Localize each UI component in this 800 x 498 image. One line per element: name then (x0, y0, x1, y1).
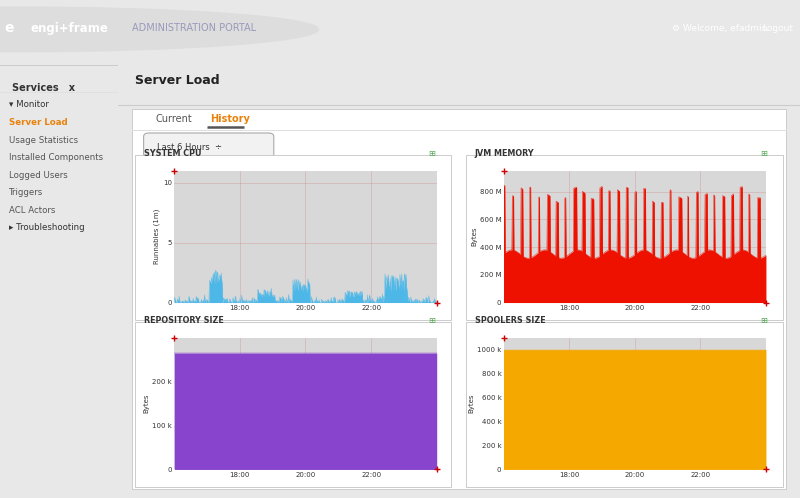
FancyBboxPatch shape (135, 322, 451, 487)
Text: Usage Statistics: Usage Statistics (10, 135, 78, 144)
Text: Server Load: Server Load (10, 118, 68, 127)
Text: Current: Current (156, 114, 193, 124)
Text: Server Load: Server Load (135, 74, 220, 87)
Text: ADMINISTRATION PORTAL: ADMINISTRATION PORTAL (132, 23, 256, 33)
Text: History: History (210, 114, 250, 124)
FancyBboxPatch shape (135, 155, 451, 320)
Text: Last 6 Hours  ÷: Last 6 Hours ÷ (158, 142, 222, 151)
Y-axis label: Bytes: Bytes (143, 394, 150, 413)
FancyBboxPatch shape (466, 322, 783, 487)
Text: SYSTEM CPU: SYSTEM CPU (144, 149, 202, 158)
FancyBboxPatch shape (144, 133, 274, 161)
Text: ⊞: ⊞ (761, 316, 767, 325)
Text: REPOSITORY SIZE: REPOSITORY SIZE (144, 316, 224, 325)
Text: Installed Components: Installed Components (10, 153, 103, 162)
Circle shape (0, 7, 318, 52)
Text: JVM MEMORY: JVM MEMORY (475, 149, 534, 158)
Text: Services   x: Services x (12, 83, 75, 93)
Text: ACL Actors: ACL Actors (10, 206, 56, 215)
Text: ⊞: ⊞ (429, 149, 435, 158)
Text: Logout: Logout (762, 24, 793, 33)
Text: Triggers: Triggers (10, 188, 44, 197)
Text: SPOOLERS SIZE: SPOOLERS SIZE (475, 316, 546, 325)
Text: ⊞: ⊞ (761, 149, 767, 158)
Text: ▸ Troubleshooting: ▸ Troubleshooting (10, 224, 85, 233)
Y-axis label: Bytes: Bytes (468, 394, 474, 413)
Text: e: e (4, 21, 14, 35)
FancyBboxPatch shape (132, 109, 786, 489)
Text: ▾ Monitor: ▾ Monitor (10, 101, 50, 110)
Y-axis label: Runnables (1m): Runnables (1m) (154, 209, 161, 264)
Text: Logged Users: Logged Users (10, 171, 68, 180)
FancyBboxPatch shape (466, 155, 783, 320)
Text: ⊞: ⊞ (429, 316, 435, 325)
Text: engi+frame: engi+frame (30, 22, 108, 35)
Y-axis label: Bytes: Bytes (471, 227, 477, 247)
Text: ⚙ Welcome, efadmin: ⚙ Welcome, efadmin (672, 24, 767, 33)
